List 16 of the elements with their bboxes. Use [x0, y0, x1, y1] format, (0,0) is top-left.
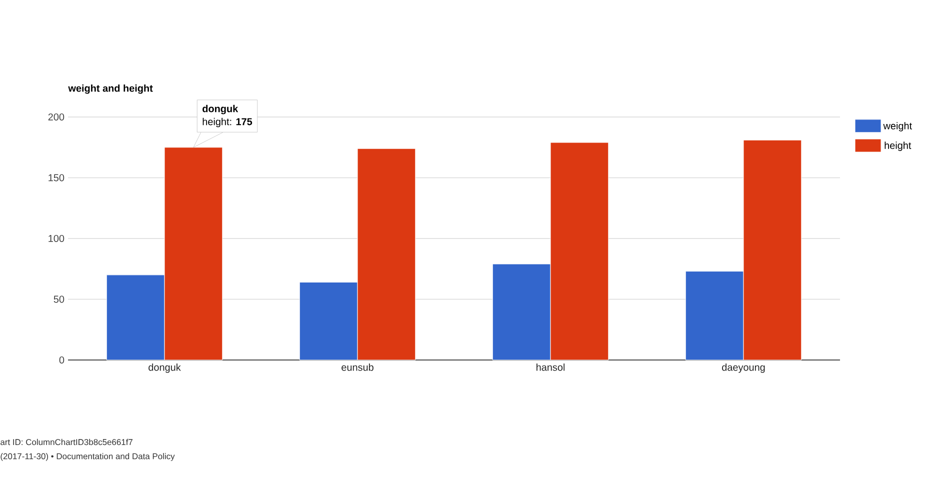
- y-tick-label: 0: [59, 356, 64, 364]
- legend-label: height: [884, 142, 912, 151]
- annotation: height: 175: [202, 118, 252, 128]
- y-tick-label: 100: [48, 234, 64, 242]
- legend-label: weight: [883, 122, 912, 132]
- text: (2017-11-30) • Documentation and Data Policy: [0, 453, 175, 461]
- text: donguk: [202, 104, 238, 114]
- x-tick-label: eunsub: [342, 364, 374, 371]
- y-tick-label: 200: [48, 113, 64, 121]
- text: art ID: ColumnChartID3b8c5e661f7: [0, 438, 132, 446]
- y-tick-label: 150: [48, 174, 64, 182]
- y-tick-label: 50: [54, 296, 64, 303]
- chart-title: weight and height: [68, 84, 153, 94]
- x-tick-label: hansol: [536, 364, 565, 371]
- x-tick-label: daeyoung: [722, 364, 765, 373]
- x-tick-label: donguk: [148, 364, 181, 373]
